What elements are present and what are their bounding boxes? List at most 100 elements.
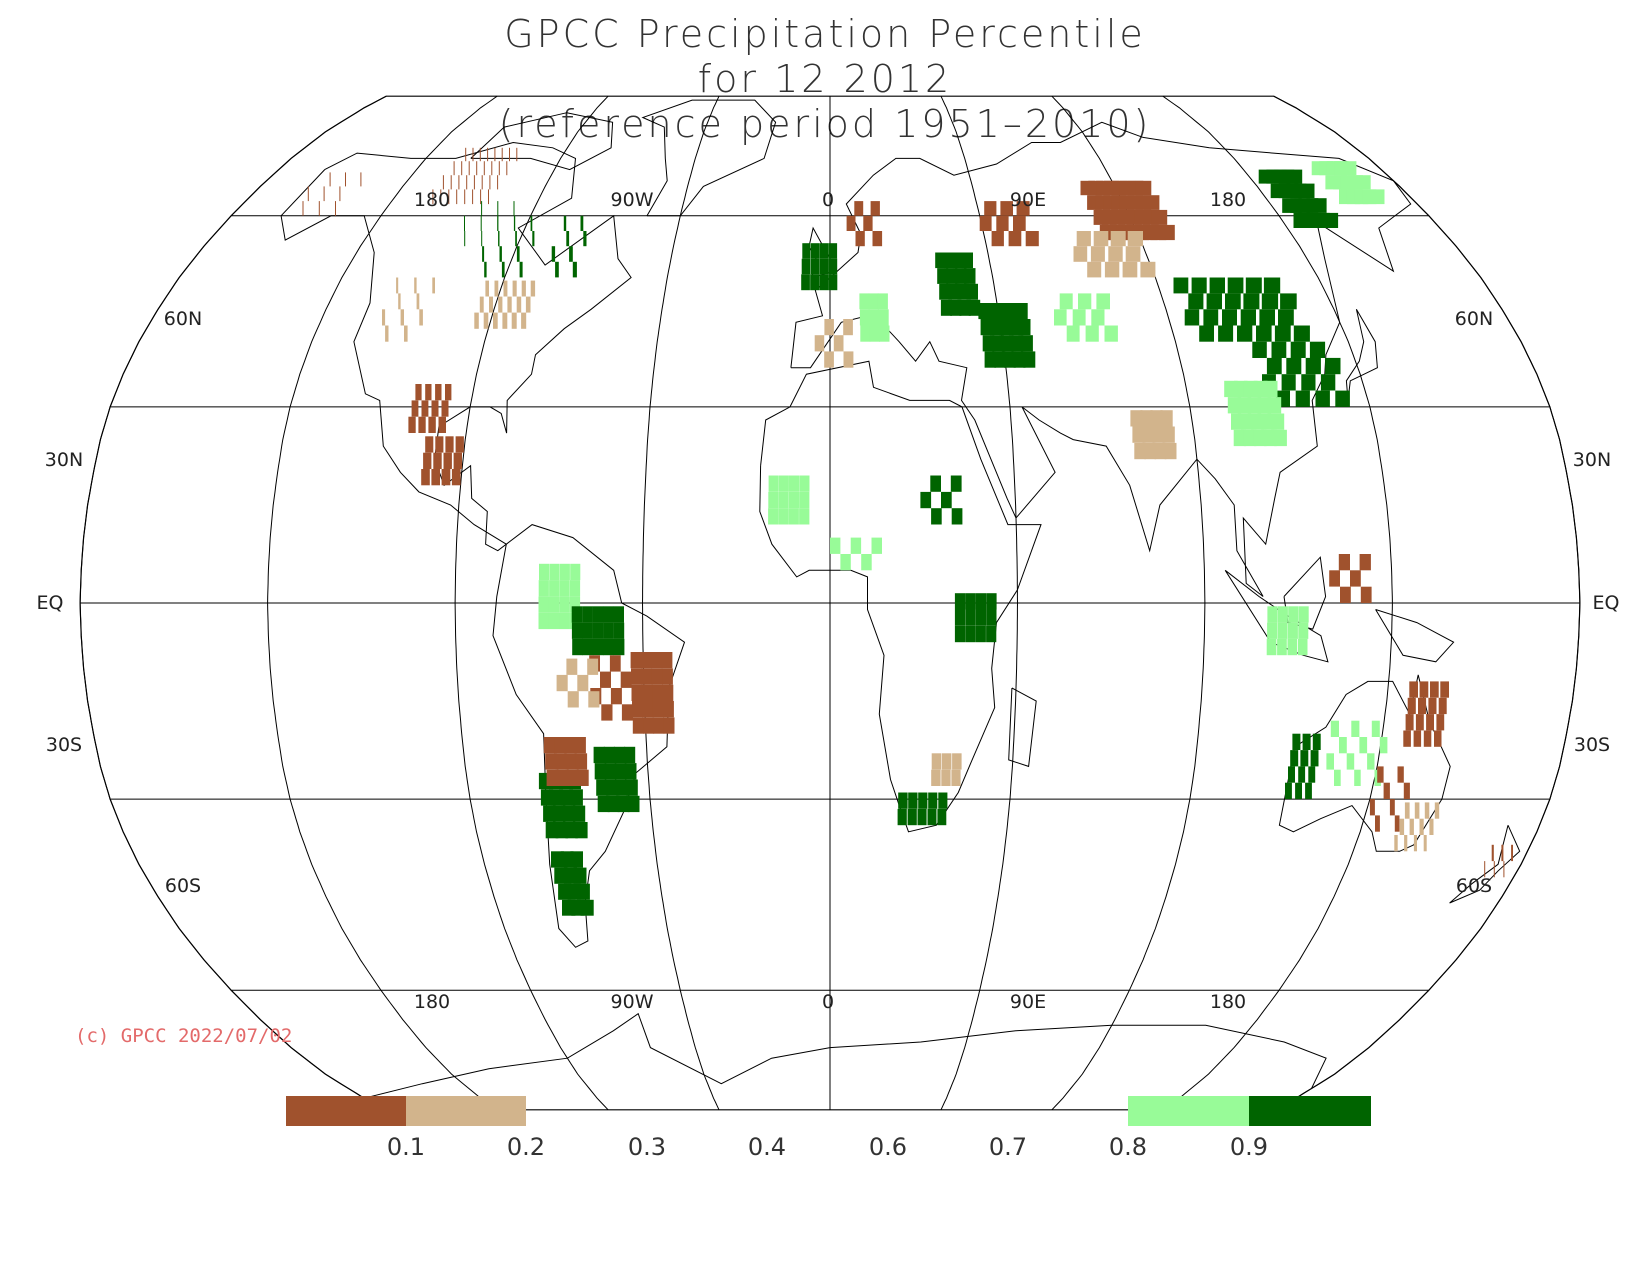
lon-label-bottom-0: 0	[822, 991, 834, 1013]
percentile-cell	[307, 186, 309, 202]
percentile-cell	[869, 309, 880, 326]
percentile-cell	[1271, 413, 1285, 430]
percentile-cell	[621, 704, 633, 721]
percentile-cell	[551, 246, 556, 262]
percentile-cell	[1016, 201, 1030, 216]
percentile-cell	[788, 491, 800, 509]
percentile-cell	[543, 805, 556, 822]
percentile-cell	[1320, 374, 1336, 391]
percentile-cell	[630, 652, 642, 669]
percentile-cell	[441, 400, 449, 417]
percentile-cell	[872, 231, 883, 247]
percentile-cell	[1403, 782, 1410, 799]
percentile-cell	[1434, 802, 1440, 819]
percentile-cell	[996, 303, 1009, 320]
percentile-cell	[1383, 782, 1390, 799]
percentile-cell	[521, 312, 527, 329]
percentile-cell	[1309, 341, 1326, 358]
percentile-cell	[954, 609, 966, 626]
percentile-cell	[802, 243, 811, 259]
percentile-cell	[879, 325, 890, 342]
percentile-cell	[550, 789, 563, 806]
percentile-cell	[596, 779, 608, 796]
percentile-cell	[1418, 697, 1427, 715]
percentile-cell	[1298, 622, 1309, 639]
map-title-line-1: GPCC Precipitation Percentile	[504, 12, 1146, 56]
percentile-cell	[1367, 753, 1375, 770]
percentile-cell	[1018, 319, 1031, 336]
percentile-cell	[948, 283, 960, 300]
percentile-cell	[1290, 341, 1306, 358]
percentile-cell	[651, 668, 663, 685]
percentile-cell	[513, 201, 515, 216]
percentile-cell	[1015, 303, 1028, 320]
percentile-cell	[1130, 410, 1143, 427]
percentile-cell	[1277, 638, 1287, 656]
percentile-cell	[824, 319, 834, 336]
lon-label-bottom-90e: 90E	[1010, 991, 1046, 1013]
percentile-cell	[1287, 638, 1298, 656]
percentile-cell	[1104, 325, 1118, 342]
percentile-cell	[414, 277, 417, 294]
percentile-cell	[468, 161, 470, 176]
percentile-cell	[1140, 261, 1156, 278]
percentile-cell	[662, 668, 673, 685]
percentile-cell	[819, 274, 829, 291]
percentile-cell	[530, 280, 536, 297]
percentile-cell	[938, 792, 948, 809]
percentile-cell	[582, 622, 593, 639]
percentile-cell	[425, 436, 434, 453]
percentile-cell	[952, 753, 962, 770]
colorbar-swatch-dry	[406, 1096, 526, 1126]
percentile-cell	[480, 215, 482, 231]
percentile-cell	[931, 508, 942, 525]
percentile-cell	[661, 652, 673, 669]
percentile-cell	[425, 384, 432, 401]
percentile-cell	[1501, 844, 1504, 862]
percentile-cell	[1295, 390, 1310, 407]
coastline	[1345, 309, 1378, 401]
percentile-cell	[573, 867, 587, 884]
percentile-cell	[318, 201, 320, 216]
percentile-cell	[959, 299, 971, 316]
percentile-cell	[907, 808, 917, 826]
percentile-cell	[1243, 293, 1260, 310]
percentile-cell	[869, 325, 880, 342]
percentile-cell	[546, 769, 559, 786]
percentile-cell	[613, 746, 626, 764]
percentile-cell	[1066, 325, 1080, 342]
percentile-cell	[574, 737, 586, 754]
percentile-cell	[811, 243, 820, 259]
lon-label-bottom-180w: 180	[414, 991, 450, 1013]
percentile-cell	[1426, 714, 1434, 731]
percentile-cell	[566, 658, 578, 675]
percentile-cell	[965, 625, 976, 643]
percentile-cell	[1191, 277, 1207, 294]
colorbar-tick: 0.3	[627, 1133, 667, 1161]
percentile-cell	[592, 638, 604, 656]
percentile-cell	[975, 609, 987, 626]
percentile-cell	[846, 215, 856, 231]
percentile-cell	[1484, 861, 1486, 878]
percentile-cell	[480, 189, 482, 205]
percentile-cell	[433, 452, 442, 469]
percentile-cell	[400, 309, 404, 326]
percentile-cell	[1360, 586, 1372, 603]
percentile-cell	[419, 309, 423, 326]
percentile-cell	[1267, 606, 1278, 623]
percentile-cell	[482, 246, 485, 262]
percentile-cell	[1371, 720, 1380, 737]
percentile-cell	[418, 416, 426, 433]
percentile-cell	[799, 475, 810, 492]
percentile-cell	[501, 261, 505, 278]
percentile-cell	[555, 822, 569, 839]
percentile-cell	[1340, 586, 1351, 603]
percentile-cell	[1013, 351, 1026, 368]
percentile-cell	[1023, 351, 1036, 368]
lat-label-right-30n: 30N	[1573, 449, 1611, 471]
percentile-cell	[1315, 390, 1330, 407]
percentile-cell	[577, 883, 590, 900]
percentile-cell	[499, 246, 502, 262]
percentile-cell	[1335, 390, 1350, 407]
percentile-cell	[1403, 730, 1411, 747]
